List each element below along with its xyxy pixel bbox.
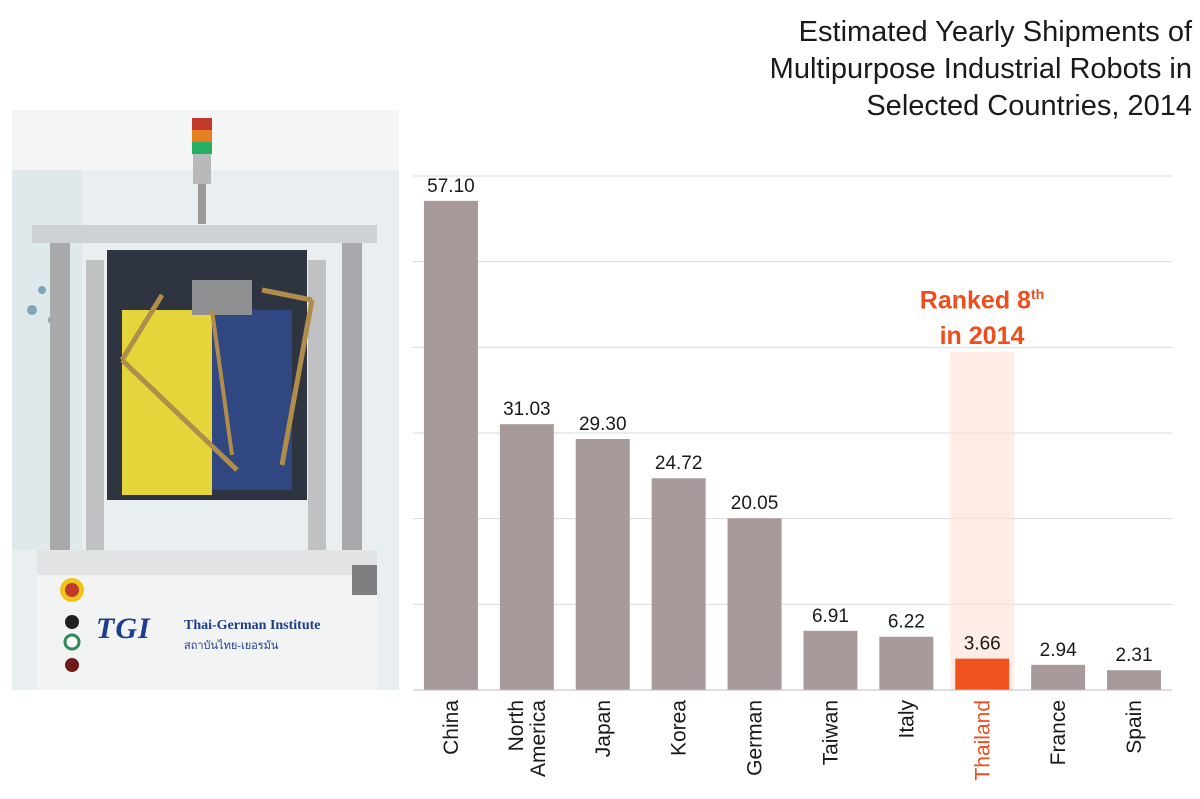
bar (879, 636, 934, 690)
bar (803, 630, 858, 690)
rank-annotation: Ranked 8th in 2014 (882, 276, 1082, 354)
x-tick-label-line: America (527, 700, 550, 777)
x-tick-label-line: Korea (668, 700, 691, 756)
x-tick-label: Japan (592, 700, 615, 757)
tgi-logo: TGI (96, 612, 151, 645)
x-tick-label: France (1047, 700, 1070, 765)
bar (575, 438, 630, 690)
institute-name-thai: สถาบันไทย-เยอรมัน (184, 640, 279, 652)
x-tick-label-line: North (505, 700, 528, 751)
data-label: 6.22 (888, 612, 925, 633)
bar (727, 518, 782, 690)
data-label: 6.91 (812, 606, 849, 627)
chart-title: Estimated Yearly Shipments of Multipurpo… (592, 14, 1192, 125)
bar (423, 200, 478, 691)
data-label: 3.66 (964, 634, 1001, 655)
chart-title-line-1: Estimated Yearly Shipments of (798, 16, 1192, 48)
x-tick-label: Korea (668, 700, 691, 756)
bar (1031, 664, 1086, 690)
bar (955, 658, 1010, 690)
chart-title-line-3: Selected Countries, 2014 (866, 90, 1192, 122)
data-label: 20.05 (731, 493, 779, 514)
x-tick-label-line: Spain (1123, 700, 1146, 754)
x-tick-label-line: China (440, 700, 463, 755)
chart-title-line-2: Multipurpose Industrial Robots in (769, 53, 1192, 85)
bar (499, 424, 554, 690)
data-label: 57.10 (427, 176, 475, 197)
data-label: 31.03 (503, 399, 551, 420)
x-tick-label-line: Thailand (971, 700, 994, 781)
x-tick-label: Italy (895, 700, 918, 739)
robot-photo-illustration (12, 110, 399, 690)
rank-annotation-line-2: in 2014 (939, 322, 1025, 351)
robot-photo (12, 110, 399, 690)
x-tick-label: Thailand (971, 700, 994, 781)
x-tick-label: German (744, 700, 767, 776)
highlight-band (950, 352, 1015, 690)
x-tick-label: Spain (1123, 700, 1146, 754)
x-tick-label-line: France (1047, 700, 1070, 765)
data-label: 29.30 (579, 414, 627, 435)
data-label: 2.31 (1116, 645, 1153, 666)
bar (1107, 670, 1162, 690)
rank-annotation-line-1: Ranked 8th (919, 286, 1045, 315)
institute-name: Thai-German Institute (184, 618, 321, 633)
x-tick-label: NorthAmerica (505, 700, 550, 777)
x-tick-label-line: Japan (592, 700, 615, 757)
bar (651, 478, 706, 690)
x-tick-label-line: German (744, 700, 767, 776)
x-tick-label-line: Taiwan (819, 700, 842, 765)
data-label: 24.72 (655, 453, 703, 474)
x-tick-label: China (440, 700, 463, 755)
x-tick-label-line: Italy (895, 700, 918, 739)
x-tick-label: Taiwan (819, 700, 842, 765)
data-label: 2.94 (1040, 640, 1077, 661)
